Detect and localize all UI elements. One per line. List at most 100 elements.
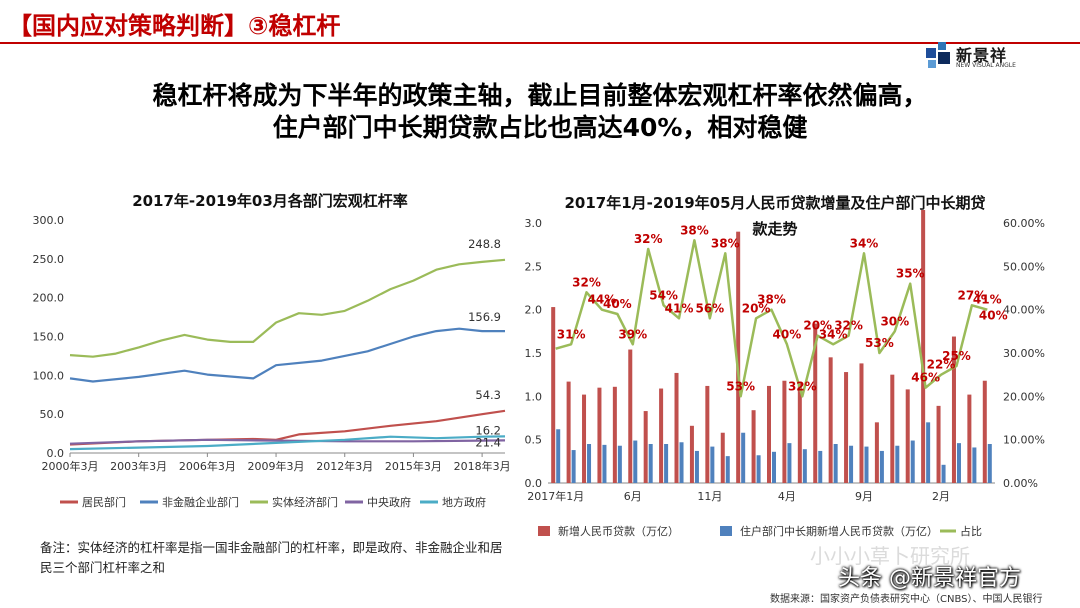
y-tick-label: 300.0 xyxy=(33,214,65,227)
bar-new-loans xyxy=(890,374,895,483)
y-left-tick-label: 0.0 xyxy=(525,477,543,490)
legend-label: 实体经济部门 xyxy=(272,495,338,509)
bar-household-loans xyxy=(787,443,792,483)
y-left-tick-label: 0.5 xyxy=(525,434,543,447)
y-right-tick-label: 40.00% xyxy=(1003,304,1045,317)
y-left-tick-label: 1.0 xyxy=(525,390,543,403)
page-title: 【国内应对策略判断】③稳杠杆 xyxy=(8,12,341,40)
share-data-label: 20% xyxy=(742,301,771,315)
bar-new-loans xyxy=(628,349,633,483)
share-data-label: 40% xyxy=(979,309,1008,323)
share-data-label: 35% xyxy=(896,267,925,281)
x-tick-label: 2006年3月 xyxy=(179,459,236,473)
share-data-label: 46% xyxy=(911,371,940,385)
bar-new-loans xyxy=(859,363,864,483)
y-tick-label: 0.0 xyxy=(47,447,65,460)
y-right-tick-label: 20.00% xyxy=(1003,390,1045,403)
bar-household-loans xyxy=(849,445,854,483)
legend-label: 中央政府 xyxy=(367,495,411,509)
headline-line-1: 稳杠杆将成为下半年的政策主轴，截止目前整体宏观杠杆率依然偏高， xyxy=(152,81,928,110)
bar-household-loans xyxy=(602,444,607,483)
headline-line-2: 住户部门中长期贷款占比也高达40%，相对稳健 xyxy=(272,113,808,142)
bar-new-loans xyxy=(828,357,833,483)
bar-new-loans xyxy=(766,385,771,483)
bar-household-loans xyxy=(679,442,684,483)
y-tick-label: 50.0 xyxy=(40,408,65,421)
y-left-tick-label: 2.5 xyxy=(525,260,543,273)
x-tick-label: 2009年3月 xyxy=(248,459,305,473)
bar-household-loans xyxy=(756,455,761,483)
share-data-label: 40% xyxy=(773,327,802,341)
x-tick-label: 2017年1月 xyxy=(527,489,584,503)
bar-household-loans xyxy=(910,440,915,483)
footnote: 备注：实体经济的杠杆率是指一国非金融部门的杠杆率，即是政府、非金融企业和居民三个… xyxy=(40,540,503,575)
y-left-tick-label: 1.5 xyxy=(525,347,543,360)
share-data-label: 32% xyxy=(788,379,817,393)
x-tick-label: 11月 xyxy=(697,490,722,503)
bar-household-loans xyxy=(895,445,900,483)
bar-household-loans xyxy=(864,446,869,483)
left-chart: 0.0 50.0 100.0 150.0 200.0 250.0 300.0 2000年3月 2… xyxy=(33,214,511,509)
bar-household-loans xyxy=(694,450,699,483)
share-data-label: 41% xyxy=(665,301,694,315)
bar-household-loans xyxy=(587,444,592,483)
bar-new-loans xyxy=(951,336,956,483)
end-value-label: 16.2 xyxy=(475,423,501,437)
data-source: 数据来源：国家资产负债表研究中心（CNBS）、中国人民银行 xyxy=(770,594,1043,605)
bar-household-loans xyxy=(725,456,730,483)
x-tick-label: 2月 xyxy=(932,490,950,503)
bar-new-loans xyxy=(582,394,587,483)
x-tick-label: 2003年3月 xyxy=(110,459,167,473)
share-data-label: 53% xyxy=(865,336,894,350)
bar-new-loans xyxy=(921,210,926,484)
bar-household-loans xyxy=(556,429,561,483)
bar-new-loans xyxy=(751,410,756,483)
bar-household-loans xyxy=(833,444,838,483)
share-data-label: 30% xyxy=(880,314,909,328)
bar-household-loans xyxy=(633,440,638,483)
bar-new-loans xyxy=(982,380,987,483)
logo-name: 新景祥 xyxy=(956,46,1008,65)
series-line-4 xyxy=(69,435,506,451)
bar-new-loans xyxy=(844,372,849,483)
logo-icon xyxy=(926,42,950,68)
share-data-label: 39% xyxy=(618,327,647,341)
share-data-label: 22% xyxy=(927,358,956,372)
share-data-label: 34% xyxy=(819,327,848,341)
bar-new-loans xyxy=(659,388,664,483)
bar-household-loans xyxy=(818,450,823,483)
bar-new-loans xyxy=(551,307,556,483)
legend-label: 居民部门 xyxy=(82,495,126,509)
right-chart-title: 2017年1月-2019年05月人民币贷款增量及住户部门中长期贷款走势 xyxy=(564,194,986,238)
bar-household-loans xyxy=(972,447,977,483)
x-tick-label: 6月 xyxy=(624,490,642,503)
y-tick-label: 100.0 xyxy=(33,369,65,382)
end-value-label: 21.4 xyxy=(475,435,501,449)
share-data-label: 38% xyxy=(680,223,709,237)
y-left-tick-label: 3.0 xyxy=(525,217,543,230)
bar-new-loans xyxy=(566,381,571,483)
share-data-label: 25% xyxy=(942,349,971,363)
bar-new-loans xyxy=(813,323,818,483)
bar-household-loans xyxy=(617,445,622,483)
legend-label: 占比 xyxy=(960,524,982,538)
share-data-label: 31% xyxy=(557,327,586,341)
header-divider xyxy=(0,42,1080,44)
x-tick-label: 2012年3月 xyxy=(316,459,373,473)
series-line-2 xyxy=(69,258,506,358)
bar-new-loans xyxy=(597,387,602,483)
bar-new-loans xyxy=(689,425,694,483)
end-value-label: 156.9 xyxy=(468,310,501,324)
x-tick-label: 2018年3月 xyxy=(454,459,511,473)
bar-new-loans xyxy=(643,411,648,483)
watermark: 头条 @新景祥官方 xyxy=(838,566,1021,591)
right-chart: 0.0 0.5 1.0 1.5 2.0 2.5 3.0 0.00% 10.00% 20.00% 30… xyxy=(525,210,1045,538)
share-data-label: 32% xyxy=(834,319,863,333)
x-tick-label: 4月 xyxy=(778,490,796,503)
bar-new-loans xyxy=(905,389,910,483)
y-left-tick-label: 2.0 xyxy=(525,304,543,317)
bar-new-loans xyxy=(874,422,879,483)
y-right-tick-label: 30.00% xyxy=(1003,347,1045,360)
bar-new-loans xyxy=(797,383,802,483)
share-data-label: 56% xyxy=(695,301,724,315)
